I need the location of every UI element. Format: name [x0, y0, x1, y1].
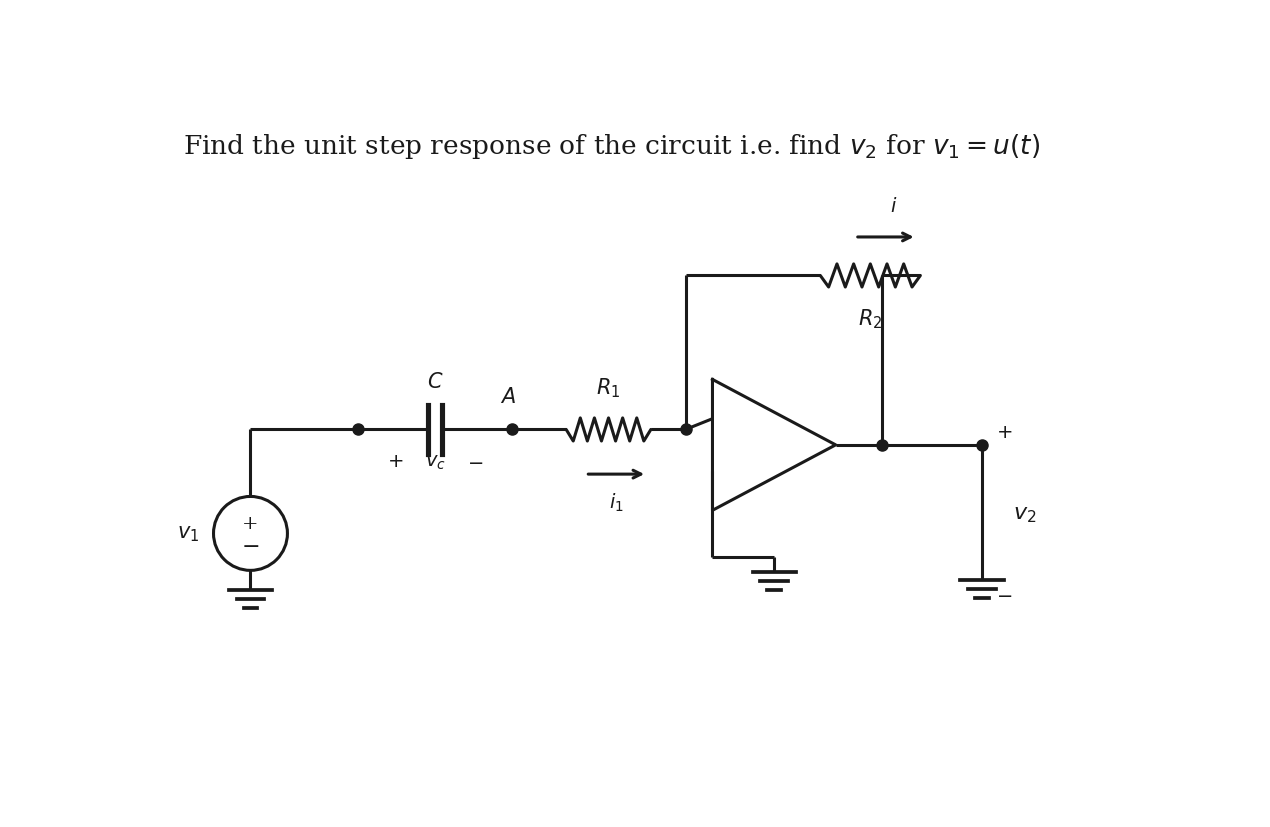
Text: $+$: $+$: [996, 422, 1012, 441]
Text: $A$: $A$: [500, 387, 517, 407]
Text: $R_1$: $R_1$: [597, 375, 621, 399]
Text: $v_2$: $v_2$: [1012, 502, 1036, 524]
Text: +: +: [243, 514, 259, 532]
Text: $i$: $i$: [890, 197, 897, 216]
Text: $-$: $-$: [467, 452, 484, 471]
Text: $+$: $+$: [387, 452, 404, 471]
Text: Find the unit step response of the circuit i.e. find $v_2$ for $v_1=u(t)$: Find the unit step response of the circu…: [183, 131, 1040, 160]
Text: $C$: $C$: [427, 371, 443, 391]
Text: $-$: $-$: [996, 584, 1012, 603]
Text: −: −: [241, 535, 260, 557]
Text: $R_2$: $R_2$: [859, 307, 883, 331]
Text: $v_1$: $v_1$: [178, 524, 199, 543]
Text: $v_c$: $v_c$: [425, 453, 446, 471]
Text: $i_1$: $i_1$: [608, 491, 624, 514]
